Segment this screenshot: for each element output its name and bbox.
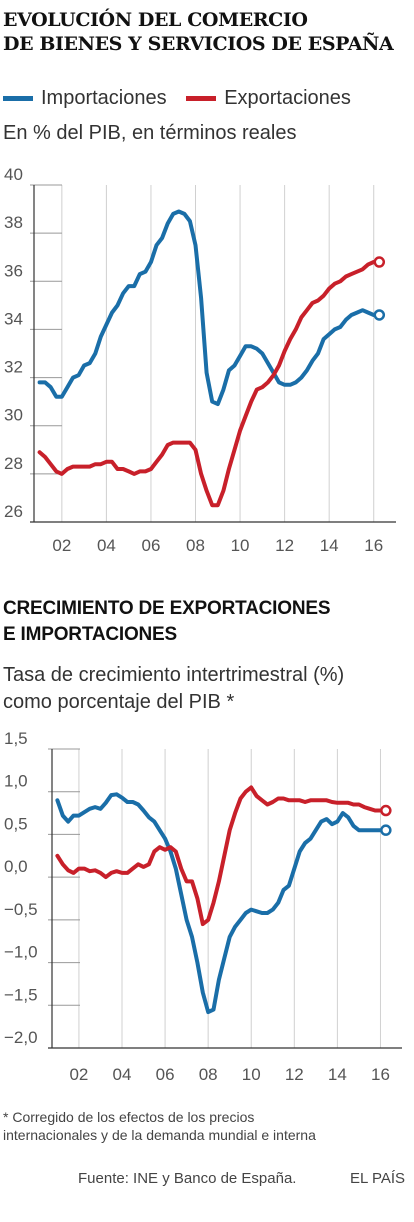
chart1-y-tick-label: 40 (4, 165, 23, 184)
chart1-title-line2: DE BIENES Y SERVICIOS DE ESPAÑA (3, 33, 394, 55)
chart1-title: EVOLUCIÓN DEL COMERCIO DE BIENES Y SERVI… (3, 8, 413, 56)
chart1-plot: 02 04 06 08 10 12 14 16 26 28 30 32 34 36 38 40 (4, 165, 396, 555)
chart1-y-tick-label: 28 (4, 454, 23, 473)
chart2-line-importaciones (55, 792, 388, 1015)
source-credit: Fuente: INE y Banco de España. (78, 1170, 297, 1187)
chart2-subtitle-line1: Tasa de crecimiento intertrimestral (%) (3, 664, 345, 686)
chart1-subtitle: En % del PIB, en términos reales (3, 122, 297, 144)
chart1-y-tick-label: 30 (4, 406, 23, 425)
legend-label-importaciones: Importaciones (41, 87, 167, 109)
chart2-x-tick-label: 16 (371, 1065, 390, 1084)
footnote-line1: * Corregido de los efectos de los precio… (3, 1109, 255, 1125)
chart2-y-tick-label: −1,5 (4, 985, 38, 1004)
chart2-title-line2: E IMPORTACIONES (3, 624, 177, 645)
chart1-y-tick-label: 34 (4, 309, 23, 328)
legend-swatch-exportaciones (186, 96, 217, 101)
chart2-subtitle: Tasa de crecimiento intertrimestral (%) … (3, 662, 413, 716)
chart2-x-tick-label: 12 (285, 1065, 304, 1084)
chart2-endpoint-exportaciones (380, 804, 392, 817)
chart1-y-tick-label: 26 (4, 502, 23, 521)
chart1-x-tick-label: 14 (320, 536, 339, 555)
chart1-y-tick-label: 38 (4, 213, 23, 232)
chart1-y-tick-label: 36 (4, 261, 23, 280)
chart2-x-tick-label: 08 (199, 1065, 218, 1084)
chart2-x-tick-label: 02 (69, 1065, 88, 1084)
chart2-y-tick-label: 1,5 (4, 729, 28, 748)
chart1-line-importaciones (37, 209, 382, 407)
legend-item-importaciones: Importaciones (3, 87, 167, 110)
chart1-x-tick-label: 06 (141, 536, 160, 555)
chart1-x-tick-label: 02 (52, 536, 71, 555)
chart2-y-tick-label: 0,5 (4, 814, 28, 833)
chart2-y-tick-label: −1,0 (4, 943, 38, 962)
chart2-line-exportaciones (55, 785, 388, 927)
chart1-endpoint-exportaciones (373, 256, 386, 268)
chart2-title-line1: CRECIMIENTO DE EXPORTACIONES (3, 598, 331, 619)
chart1-y-tick-label: 32 (4, 358, 23, 377)
chart2-x-tick-label: 14 (328, 1065, 347, 1084)
chart2-y-tick-label: −0,5 (4, 900, 38, 919)
chart1-line-exportaciones (37, 260, 382, 508)
brand-label: EL PAÍS (350, 1170, 406, 1187)
chart1-legend: Importaciones Exportaciones (3, 84, 365, 110)
chart1-title-line1: EVOLUCIÓN DEL COMERCIO (3, 9, 308, 31)
chart1-endpoint-importaciones (373, 309, 386, 321)
chart2-y-tick-label: 0,0 (4, 857, 28, 876)
chart1-x-tick-label: 04 (97, 536, 116, 555)
chart2-x-tick-label: 04 (113, 1065, 132, 1084)
chart1-x-tick-label: 08 (186, 536, 205, 555)
legend-item-exportaciones: Exportaciones (186, 87, 351, 110)
legend-label-exportaciones: Exportaciones (224, 87, 351, 109)
chart2-y-tick-label: 1,0 (4, 772, 28, 791)
chart2-y-tick-label: −2,0 (4, 1028, 38, 1047)
chart2-plot: 02 04 06 08 10 12 14 16 −2,0 −1,5 −1,0 −0,5 0,0 0,5 1,… (4, 729, 402, 1084)
chart2-x-tick-label: 06 (156, 1065, 175, 1084)
chart2-x-tick-label: 10 (242, 1065, 261, 1084)
chart1-x-tick-label: 10 (231, 536, 250, 555)
legend-swatch-importaciones (3, 96, 33, 101)
chart1-x-tick-label: 12 (275, 536, 294, 555)
chart2-title: CRECIMIENTO DE EXPORTACIONES E IMPORTACI… (3, 596, 413, 648)
chart2-subtitle-line2: como porcentaje del PIB * (3, 691, 235, 713)
chart1-x-tick-label: 16 (364, 536, 383, 555)
chart2-endpoint-importaciones (380, 824, 392, 836)
footnote-line2: internacionales y de la demanda mundial … (3, 1127, 316, 1143)
footnote: * Corregido de los efectos de los precio… (3, 1108, 413, 1144)
